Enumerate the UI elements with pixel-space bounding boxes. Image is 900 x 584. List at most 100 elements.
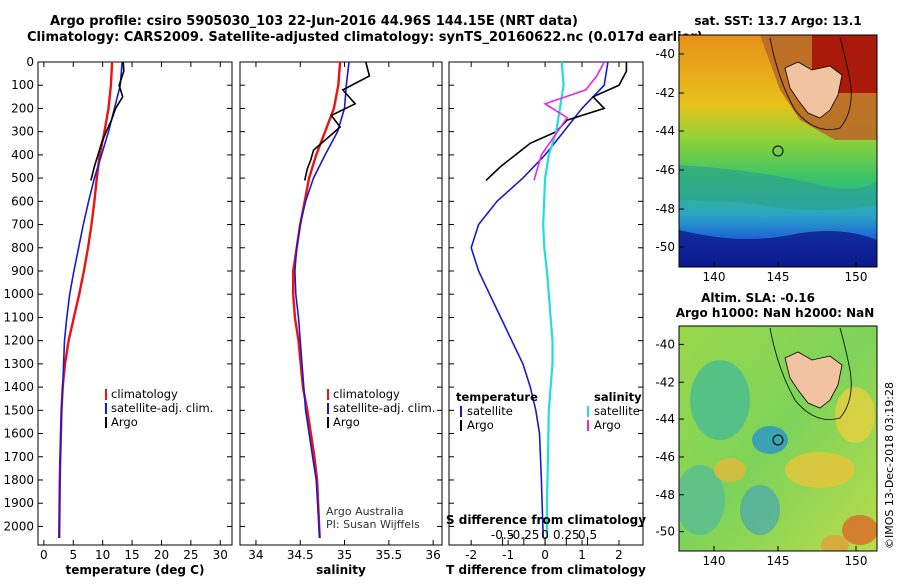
x-tick-label: 2	[615, 548, 623, 562]
y-tick-label: 2000	[3, 519, 34, 533]
map-lat-label: -46	[655, 163, 675, 177]
depth-contour	[769, 37, 852, 130]
y-tick-label: 1400	[3, 380, 34, 394]
annotation-text: PI: Susan Wijffels	[326, 518, 420, 531]
y-tick-label: 500	[11, 171, 34, 185]
secondary-axis-label: S difference from climatology	[446, 513, 646, 527]
x-axis-label: salinity	[316, 563, 366, 577]
map-lat-label: -50	[655, 240, 675, 254]
y-tick-label: 800	[11, 241, 34, 255]
series-line-temperature-argo	[485, 62, 628, 181]
y-tick-label: 1500	[3, 403, 34, 417]
y-tick-label: 900	[11, 264, 34, 278]
y-tick-label: 1300	[3, 357, 34, 371]
secondary-tick-label: 0.5	[578, 528, 597, 542]
map-lon-label: 145	[767, 554, 790, 568]
y-tick-label: 1200	[3, 334, 34, 348]
panel-2: 34 34.5 35 35.5 36 salinity climatologysatelli…	[239, 61, 443, 577]
y-tick-label: 700	[11, 218, 34, 232]
map-lat-label: -40	[655, 47, 675, 61]
map-lat-label: -42	[655, 86, 675, 100]
series-line-argo	[303, 61, 371, 181]
x-tick-label: 36	[425, 548, 440, 562]
x-tick-label: 34.5	[287, 548, 314, 562]
series-line-salinity-satellite	[542, 61, 565, 538]
sla-map	[679, 326, 877, 551]
legend-label: climatology	[333, 387, 400, 401]
secondary-tick-label: -0.25	[508, 528, 539, 542]
map-lat-label: -46	[655, 450, 675, 464]
y-tick-label: 400	[11, 148, 34, 162]
legend-heading-salinity: salinity	[594, 390, 642, 404]
x-tick-label: 20	[154, 548, 169, 562]
annotation-text: Argo Australia	[326, 505, 404, 518]
sst-map-title: sat. SST: 13.7 Argo: 13.1	[694, 14, 861, 28]
plot-frame	[37, 61, 233, 546]
x-tick-label: 25	[183, 548, 198, 562]
plot-frame	[239, 61, 443, 546]
legend-label: Argo	[594, 418, 621, 432]
x-tick-label: 1	[578, 548, 586, 562]
y-tick-label: 1000	[3, 287, 34, 301]
series-line-argo	[90, 61, 125, 181]
map-lat-label: -48	[655, 202, 675, 216]
panel-1: 0100200300400500600700800900100011001200…	[3, 55, 233, 577]
plot-frame	[448, 61, 644, 546]
y-tick-label: 1700	[3, 450, 34, 464]
x-axis-label: T difference from climatology	[446, 563, 646, 577]
y-tick-label: 1100	[3, 310, 34, 324]
series-line-temperature-satellite	[470, 61, 609, 539]
map-lat-label: -40	[655, 337, 675, 351]
sla-map-title-1: Altim. SLA: -0.16	[701, 291, 815, 305]
secondary-tick-label: 0	[541, 528, 549, 542]
x-tick-label: 10	[95, 548, 110, 562]
argo-location-marker-sla	[772, 434, 784, 446]
panel-3: -2 -1 0 1 2T difference from climatology temp…	[446, 61, 646, 577]
y-tick-label: 1900	[3, 496, 34, 510]
y-tick-label: 600	[11, 194, 34, 208]
legend-label: satellite-adj. clim.	[333, 401, 435, 415]
series-line-climatology	[292, 61, 342, 539]
series-line-salinity-argo	[533, 61, 605, 181]
series-line-satellite-adj-clim-	[58, 61, 123, 539]
x-tick-label: -1	[502, 548, 514, 562]
title-line-1: Argo profile: csiro 5905030_103 22-Jun-2…	[50, 14, 578, 29]
legend-label: satellite	[594, 404, 640, 418]
map-lat-label: -44	[655, 124, 675, 138]
map-lon-label: 140	[703, 554, 726, 568]
secondary-tick-label: 0.25	[553, 528, 580, 542]
x-tick-label: 34	[248, 548, 263, 562]
x-tick-label: 15	[124, 548, 139, 562]
legend-label: satellite-adj. clim.	[111, 401, 213, 415]
sst-map	[679, 35, 877, 267]
tasmania-landmass	[784, 61, 843, 119]
legend-label: satellite	[467, 404, 513, 418]
x-tick-label: 30	[213, 548, 228, 562]
map-lon-label: 150	[845, 554, 868, 568]
x-tick-label: 0	[541, 548, 549, 562]
map-lon-label: 150	[845, 270, 868, 284]
y-tick-label: 300	[11, 125, 34, 139]
legend-label: Argo	[333, 415, 360, 429]
x-tick-label: 35	[337, 548, 352, 562]
y-tick-label: 0	[26, 55, 34, 69]
argo-location-marker	[772, 145, 784, 157]
legend-label: Argo	[467, 418, 494, 432]
legend-label: climatology	[111, 387, 178, 401]
map-lat-label: -44	[655, 412, 675, 426]
y-tick-label: 1600	[3, 427, 34, 441]
map-lat-label: -48	[655, 488, 675, 502]
x-tick-label: 35.5	[375, 548, 402, 562]
sla-map-title-2: Argo h1000: NaN h2000: NaN	[676, 306, 875, 320]
map-lon-label: 140	[703, 270, 726, 284]
title-line-2: Climatology: CARS2009. Satellite-adjuste…	[27, 30, 703, 45]
x-axis-label: temperature (deg C)	[66, 563, 205, 577]
x-tick-label: -2	[465, 548, 477, 562]
legend-heading-temperature: temperature	[456, 390, 538, 404]
legend-label: Argo	[111, 415, 138, 429]
y-tick-label: 1800	[3, 473, 34, 487]
credit-text: ©IMOS 13-Dec-2018 03:19:28	[883, 382, 896, 549]
y-tick-label: 100	[11, 78, 34, 92]
secondary-tick-label: -0.5	[491, 528, 514, 542]
